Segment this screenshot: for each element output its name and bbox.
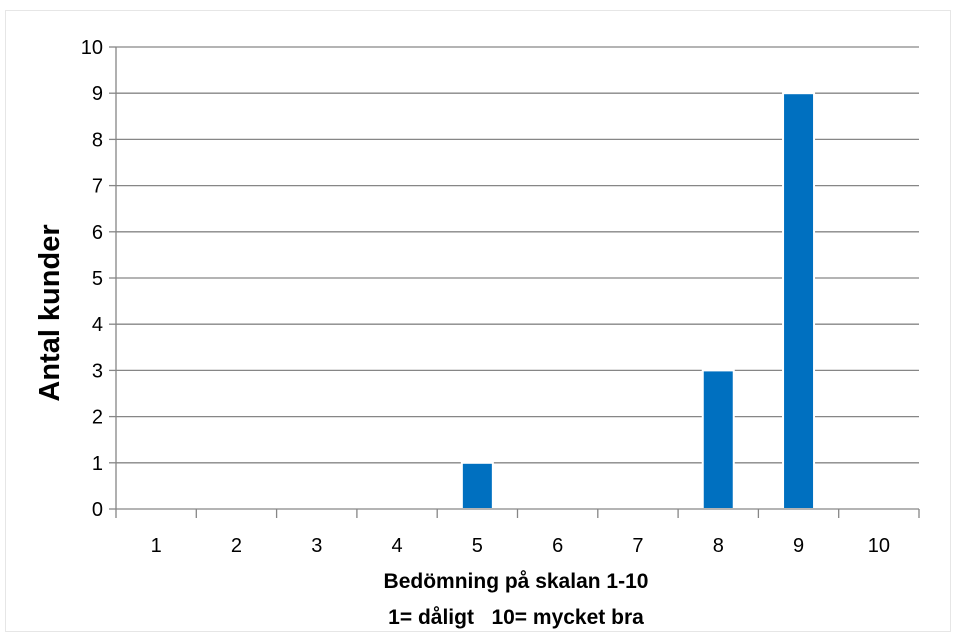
y-tick-label: 7 <box>92 176 103 198</box>
bar-9 <box>782 92 816 510</box>
x-tick-label: 1 <box>151 535 162 557</box>
axes <box>109 46 920 518</box>
y-tick-label: 0 <box>92 499 103 521</box>
y-tick-label: 9 <box>92 83 103 105</box>
x-axis-title-line-1: Bedömning på skalan 1-10 <box>384 570 649 593</box>
x-tick-label: 10 <box>868 535 890 557</box>
x-tick-label: 4 <box>391 535 402 557</box>
x-tick-label: 5 <box>472 535 483 557</box>
y-tick-label: 4 <box>92 314 103 336</box>
y-tick-label: 5 <box>92 268 103 290</box>
y-tick-label: 10 <box>81 37 103 59</box>
x-axis-title-line-2: 1= dåligt 10= mycket bra <box>388 606 644 629</box>
y-tick-label: 2 <box>92 407 103 429</box>
y-tick-label: 6 <box>92 222 103 244</box>
y-tick-label: 1 <box>92 453 103 475</box>
x-tick-label: 7 <box>632 535 643 557</box>
y-tick-labels: 0 1 2 3 4 5 6 7 8 9 10 <box>81 37 103 521</box>
x-tick-labels: 1 2 3 4 5 6 7 8 9 10 <box>151 535 890 557</box>
x-tick-label: 6 <box>552 535 563 557</box>
bar-8 <box>701 369 735 510</box>
x-tick-label: 2 <box>231 535 242 557</box>
x-tick-label: 9 <box>793 535 804 557</box>
y-tick-label: 8 <box>92 129 103 151</box>
bars <box>460 92 816 510</box>
x-tick-label: 8 <box>713 535 724 557</box>
y-tick-label: 3 <box>92 360 103 382</box>
bar-5 <box>460 461 494 510</box>
y-axis-title: Antal kunder <box>34 224 66 401</box>
x-tick-label: 3 <box>311 535 322 557</box>
